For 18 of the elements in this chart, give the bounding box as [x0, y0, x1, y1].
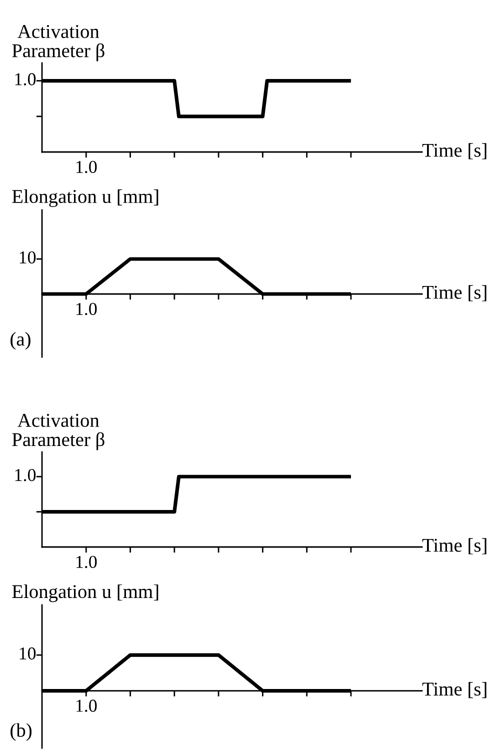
- y-axis-title: Elongation u [mm]: [12, 189, 158, 208]
- y-axis-title: Activation Parameter β: [12, 414, 104, 450]
- text: (a): [10, 332, 30, 350]
- x-axis-title: Time [s]: [422, 538, 486, 554]
- text: 10: [20, 251, 36, 264]
- x-axis-title: Time [s]: [422, 682, 486, 698]
- text: 1.0: [76, 556, 97, 568]
- text: 1.0: [76, 302, 97, 316]
- text: 1.0: [15, 468, 36, 482]
- text: 1.0: [76, 700, 97, 712]
- text: 1.0: [76, 160, 97, 174]
- text: 10: [20, 647, 36, 660]
- y-axis-title: Activation Parameter β: [12, 25, 104, 62]
- text: (b): [10, 723, 32, 741]
- x-axis-title: Time [s]: [422, 143, 486, 160]
- x-axis-title: Time [s]: [422, 285, 486, 302]
- text: 1.0: [15, 73, 36, 86]
- y-axis-title: Elongation u [mm]: [12, 584, 158, 602]
